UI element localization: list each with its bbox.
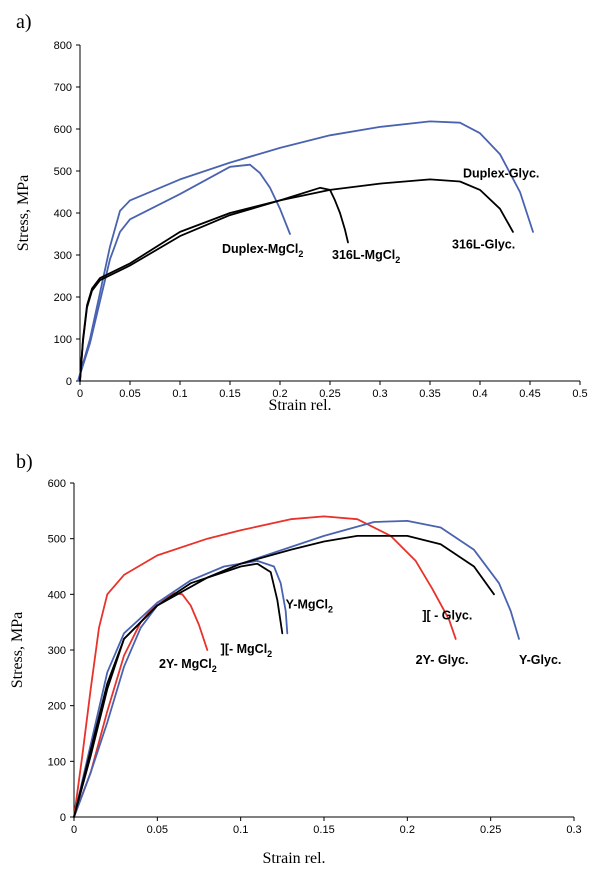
series-line-duplex-mgcl [77, 163, 291, 382]
y-tick-label: 100 [54, 334, 72, 346]
y-tick-label: 500 [54, 166, 72, 178]
curve-annotation: Duplex-Glyc. [463, 166, 539, 180]
x-axis-label: Strain rel. [262, 850, 325, 867]
y-tick-label: 400 [54, 208, 72, 220]
x-tick-label: 0.2 [272, 388, 287, 400]
y-tick-label: 300 [48, 645, 66, 657]
series-line-y-glyc [73, 520, 520, 818]
series-line-mgcl [73, 562, 284, 818]
y-tick-label: 800 [54, 40, 72, 52]
y-axis-label: Stress, MPa [9, 612, 26, 688]
x-tick-label: 0.3 [372, 388, 387, 400]
series-line-316l-mgcl [79, 186, 349, 382]
panel-label: a) [16, 11, 32, 33]
panel-label: b) [16, 451, 33, 473]
x-tick-label: 0.3 [566, 824, 581, 836]
curve-annotation: Duplex-MgCl2 [222, 242, 303, 259]
x-tick-label: 0.5 [572, 388, 587, 400]
series-line-glyc [73, 535, 495, 818]
curve-annotation: ][ - Glyc. [422, 608, 472, 622]
x-tick-label: 0.15 [219, 388, 240, 400]
x-tick-label: 0.25 [319, 388, 340, 400]
curve-annotation: ][- MgCl2 [221, 642, 273, 659]
y-tick-label: 600 [48, 478, 66, 490]
series-line-2y-glyc [73, 515, 457, 818]
curve-annotation: Y-Glyc. [519, 653, 561, 667]
y-tick-label: 700 [54, 82, 72, 94]
y-tick-label: 0 [66, 376, 72, 388]
x-tick-label: 0.05 [147, 824, 168, 836]
chart-panel-b: b) 0 100 200 300 400 500 600 0 0.05 0.1 0.15 0.2 0.25… [9, 451, 582, 867]
curve-annotation: 2Y- MgCl2 [159, 657, 217, 674]
y-tick-label: 200 [54, 292, 72, 304]
y-axis-label: Stress, MPa [15, 175, 32, 251]
curve-annotation: Y-MgCl2 [286, 597, 333, 614]
series-line-y-mgcl [73, 560, 289, 818]
x-tick-label: 0.45 [519, 388, 540, 400]
curve-annotation: 316L-MgCl2 [332, 248, 400, 265]
y-tick-label: 200 [48, 701, 66, 713]
y-tick-label: 500 [48, 534, 66, 546]
y-tick-label: 0 [60, 812, 66, 824]
x-axis-label: Strain rel. [268, 397, 331, 414]
curve-annotation: 2Y- Glyc. [416, 653, 469, 667]
series-line-duplex-glyc [77, 120, 534, 382]
x-tick-label: 0.1 [233, 824, 248, 836]
x-tick-label: 0.25 [480, 824, 501, 836]
y-tick-label: 300 [54, 250, 72, 262]
y-tick-label: 100 [48, 756, 66, 768]
x-tick-label: 0.15 [313, 824, 334, 836]
x-tick-label: 0 [77, 388, 83, 400]
x-tick-label: 0.05 [119, 388, 140, 400]
curve-annotation: 316L-Glyc. [452, 238, 515, 252]
x-tick-label: 0.2 [400, 824, 415, 836]
y-tick-label: 600 [54, 124, 72, 136]
y-tick-label: 400 [48, 589, 66, 601]
series-line-316l-glyc [79, 178, 514, 382]
x-tick-label: 0.4 [472, 388, 487, 400]
chart-panel-a: a) 0 100 200 300 400 500 600 700 800 0 0.05 0.1 0.15 0… [15, 11, 588, 414]
x-tick-label: 0.1 [172, 388, 187, 400]
x-tick-label: 0 [71, 824, 77, 836]
x-tick-label: 0.35 [419, 388, 440, 400]
